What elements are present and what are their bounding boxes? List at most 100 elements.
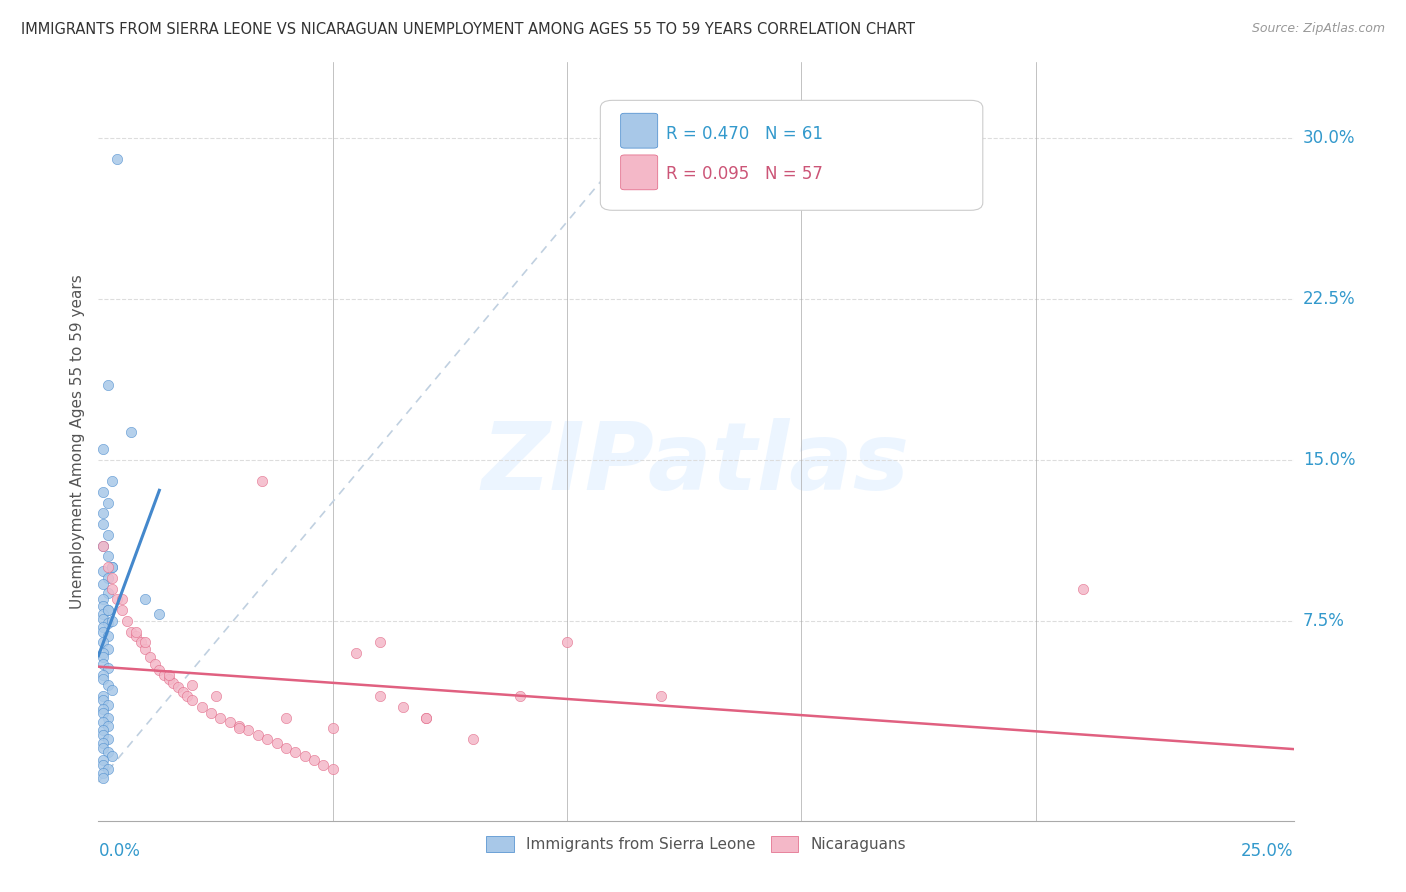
Point xyxy=(97,698,120,712)
Point xyxy=(91,657,114,671)
Point xyxy=(157,672,180,686)
Point xyxy=(204,689,226,703)
Point xyxy=(97,528,120,542)
Point xyxy=(101,614,124,628)
Text: Source: ZipAtlas.com: Source: ZipAtlas.com xyxy=(1251,22,1385,36)
Text: IMMIGRANTS FROM SIERRA LEONE VS NICARAGUAN UNEMPLOYMENT AMONG AGES 55 TO 59 YEAR: IMMIGRANTS FROM SIERRA LEONE VS NICARAGU… xyxy=(21,22,915,37)
Text: ZIPatlas: ZIPatlas xyxy=(482,418,910,510)
Point xyxy=(97,615,120,630)
Point xyxy=(181,693,204,707)
Point xyxy=(148,663,170,677)
Point xyxy=(294,749,316,764)
Text: R = 0.095   N = 57: R = 0.095 N = 57 xyxy=(666,165,823,183)
Point xyxy=(153,667,176,681)
Point xyxy=(111,592,134,607)
Point xyxy=(91,635,114,649)
Point xyxy=(463,731,485,746)
Point xyxy=(120,425,142,439)
Point xyxy=(91,507,114,521)
Point xyxy=(97,719,120,733)
Point xyxy=(91,771,114,785)
Point xyxy=(555,635,578,649)
Point xyxy=(172,685,194,699)
Point xyxy=(91,442,114,456)
Point xyxy=(91,650,114,665)
Text: 25.0%: 25.0% xyxy=(1241,842,1294,860)
Point xyxy=(143,657,166,671)
Point xyxy=(91,592,114,607)
Point xyxy=(97,560,120,574)
Point xyxy=(101,571,124,585)
Point xyxy=(157,667,180,681)
Point xyxy=(139,650,162,665)
Point xyxy=(148,607,170,622)
Point xyxy=(91,740,114,755)
Point xyxy=(415,710,437,724)
Point xyxy=(200,706,222,721)
Point xyxy=(181,678,204,692)
Point xyxy=(97,731,120,746)
Point xyxy=(368,635,391,649)
Point xyxy=(368,689,391,703)
Point xyxy=(91,565,114,579)
Text: 22.5%: 22.5% xyxy=(1303,290,1355,308)
Point xyxy=(209,710,232,724)
Point xyxy=(252,475,274,489)
Point xyxy=(91,539,114,553)
Point xyxy=(101,560,124,574)
Point xyxy=(125,629,148,643)
Point xyxy=(91,624,114,639)
Point xyxy=(105,152,128,166)
Point xyxy=(97,377,120,392)
Point xyxy=(97,762,120,776)
Point xyxy=(274,710,297,724)
Point xyxy=(101,682,124,697)
Point xyxy=(97,661,120,675)
Point xyxy=(91,599,114,613)
Point xyxy=(228,719,250,733)
Point xyxy=(256,731,278,746)
Point xyxy=(91,517,114,532)
Point xyxy=(101,475,124,489)
Point xyxy=(228,721,250,735)
Point xyxy=(1071,582,1094,596)
Text: 15.0%: 15.0% xyxy=(1303,450,1355,469)
Point xyxy=(218,714,240,729)
Point xyxy=(91,757,114,772)
Point xyxy=(91,672,114,686)
FancyBboxPatch shape xyxy=(600,100,983,211)
Point xyxy=(101,582,124,596)
Point xyxy=(91,620,114,634)
Point xyxy=(120,624,142,639)
Point xyxy=(91,646,114,660)
Point xyxy=(344,646,367,660)
Point xyxy=(91,667,114,681)
Point xyxy=(91,577,114,591)
Point xyxy=(134,635,156,649)
Point xyxy=(111,603,134,617)
Point xyxy=(266,736,288,750)
Point xyxy=(246,728,269,742)
Point xyxy=(509,689,531,703)
Text: 7.5%: 7.5% xyxy=(1303,612,1344,630)
Point xyxy=(167,681,190,695)
Legend: Immigrants from Sierra Leone, Nicaraguans: Immigrants from Sierra Leone, Nicaraguan… xyxy=(479,830,912,858)
Point xyxy=(415,710,437,724)
Point xyxy=(190,699,212,714)
Point xyxy=(322,762,344,776)
Point xyxy=(238,723,260,738)
Point xyxy=(97,678,120,692)
Point xyxy=(134,641,156,656)
Point xyxy=(134,592,156,607)
FancyBboxPatch shape xyxy=(620,113,658,148)
Point xyxy=(97,496,120,510)
Point xyxy=(97,603,120,617)
Point xyxy=(176,689,198,703)
Y-axis label: Unemployment Among Ages 55 to 59 years: Unemployment Among Ages 55 to 59 years xyxy=(69,274,84,609)
Point xyxy=(97,641,120,656)
Point xyxy=(284,745,307,759)
Point xyxy=(91,754,114,768)
FancyBboxPatch shape xyxy=(620,155,658,190)
Point xyxy=(91,607,114,622)
Point xyxy=(105,592,128,607)
